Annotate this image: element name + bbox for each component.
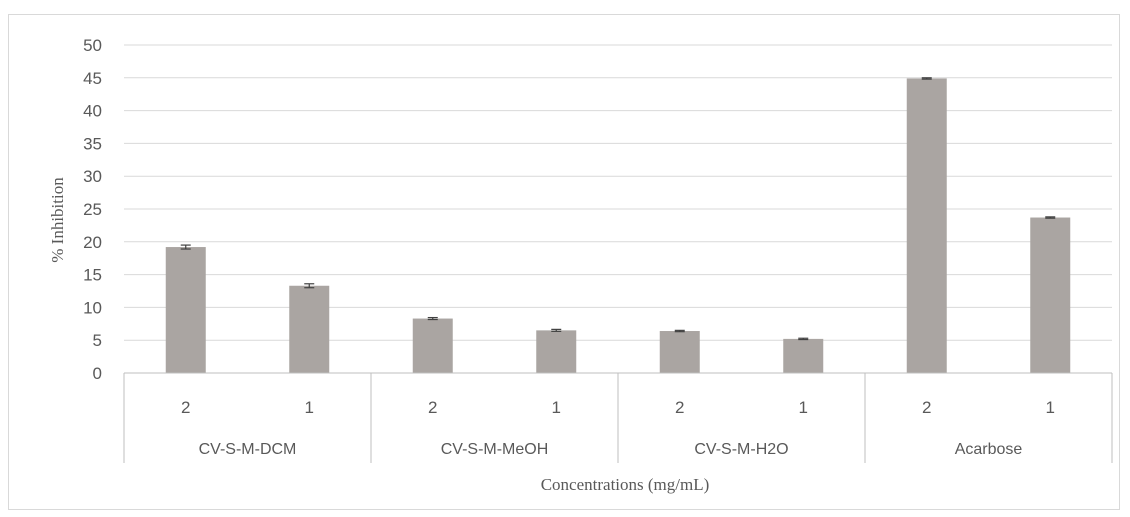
bar — [289, 285, 330, 373]
y-tick-label: 45 — [83, 69, 102, 88]
bar — [659, 331, 700, 373]
bars — [165, 78, 1071, 374]
x-group-label: Acarbose — [955, 441, 1023, 458]
y-axis-label: % Inhibition — [48, 177, 67, 263]
x-category-label: 2 — [922, 398, 931, 417]
bar — [412, 318, 453, 373]
y-tick-label: 35 — [83, 134, 102, 153]
y-tick-label: 50 — [83, 36, 102, 55]
x-category-label: 1 — [305, 398, 314, 417]
x-group-label: CV-S-M-H2O — [694, 441, 788, 458]
bar — [906, 78, 947, 374]
bar — [1030, 217, 1071, 373]
bar — [536, 330, 577, 373]
y-tick-label: 5 — [93, 331, 102, 350]
x-category-label: 2 — [675, 398, 684, 417]
x-group-label: CV-S-M-DCM — [199, 441, 297, 458]
x-group-label: CV-S-M-MeOH — [441, 441, 549, 458]
y-tick-label: 40 — [83, 102, 102, 121]
bar — [165, 247, 206, 373]
gridlines — [124, 44, 1112, 341]
y-tick-label: 15 — [83, 266, 102, 285]
y-axis-ticks: 0 5 10 15 20 25 30 35 40 45 50 — [83, 36, 102, 383]
y-tick-label: 0 — [93, 364, 102, 383]
y-tick-label: 20 — [83, 233, 102, 252]
y-tick-label: 10 — [83, 298, 102, 317]
x-axis-label: Concentrations (mg/mL) — [541, 475, 710, 494]
bar — [783, 338, 824, 373]
x-category-label: 1 — [799, 398, 808, 417]
x-category-label: 1 — [552, 398, 561, 417]
x-axis: 2 1 CV-S-M-DCM 2 1 CV-S-M-MeOH 2 1 CV-S-M-H2O 2 1 A… — [123, 372, 1113, 463]
chart-frame: 0 5 10 15 20 25 30 35 40 45 50 2 1 CV-S-M-DCM 2 1 CV-S-… — [8, 14, 1120, 510]
bar-chart: 0 5 10 15 20 25 30 35 40 45 50 2 1 CV-S-M-DCM 2 1 CV-S-… — [48, 36, 1113, 494]
x-category-label: 1 — [1046, 398, 1055, 417]
y-tick-label: 25 — [83, 200, 102, 219]
error-bars — [180, 77, 1056, 341]
y-tick-label: 30 — [83, 167, 102, 186]
x-category-label: 2 — [428, 398, 437, 417]
x-category-label: 2 — [181, 398, 190, 417]
